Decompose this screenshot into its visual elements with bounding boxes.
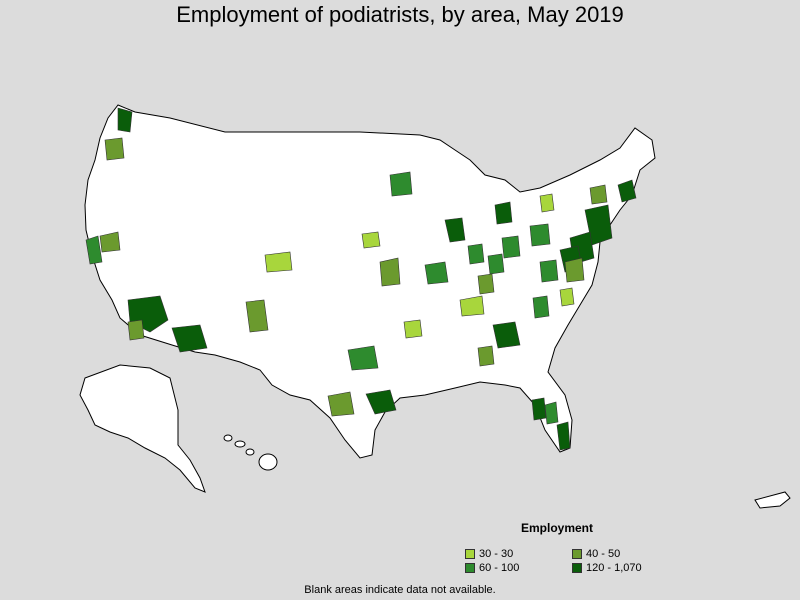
area-denver — [264, 251, 293, 273]
map-title: Employment of podiatrists, by area, May … — [176, 2, 624, 27]
legend-item-40-50: 40 - 50 — [572, 548, 620, 560]
area-hartford — [589, 184, 608, 205]
area-dallas — [347, 345, 379, 371]
legend-swatch — [572, 549, 582, 559]
legend-title: Employment — [521, 521, 594, 535]
area-richmond — [564, 257, 585, 283]
legend-label: 60 - 100 — [479, 562, 520, 574]
area-minneapolis — [389, 171, 413, 197]
area-sacramento — [99, 231, 121, 253]
legend-label: 40 - 50 — [586, 548, 621, 560]
area-albuquerque — [245, 299, 269, 333]
area-albany — [539, 193, 555, 213]
area-seattle — [117, 107, 133, 133]
area-little-rock — [403, 319, 423, 339]
puerto-rico — [754, 491, 791, 509]
area-charlotte — [532, 295, 550, 319]
area-san-francisco — [85, 235, 103, 265]
legend-item-120-1070: 120 - 1,070 — [572, 562, 642, 574]
area-orlando — [544, 401, 559, 425]
area-chicago — [444, 217, 466, 243]
area-raleigh — [559, 287, 575, 307]
area-boston — [617, 179, 637, 203]
area-tampa — [531, 397, 547, 421]
area-san-antonio — [327, 391, 355, 417]
area-des-moines — [361, 231, 381, 249]
area-birmingham — [477, 345, 495, 367]
contiguous-us — [84, 104, 656, 459]
area-kansas-city — [379, 257, 401, 287]
area-portland — [104, 137, 125, 161]
area-memphis — [459, 295, 485, 317]
footnote: Blank areas indicate data not available. — [304, 584, 496, 596]
area-houston — [365, 389, 397, 415]
legend-swatch — [465, 563, 475, 573]
alaska — [79, 364, 206, 493]
area-cincinnati — [487, 253, 505, 275]
legend-item-60-100: 60 - 100 — [465, 562, 519, 574]
area-st-louis — [424, 261, 449, 285]
legend-swatch — [572, 563, 582, 573]
area-phoenix — [171, 324, 208, 353]
area-nashville — [477, 273, 495, 295]
legend-item-30: 30 - 30 — [465, 548, 513, 560]
legend-swatch — [465, 549, 475, 559]
area-indianapolis — [467, 243, 485, 265]
legend-label: 30 - 30 — [479, 548, 514, 560]
area-atlanta — [492, 321, 521, 349]
area-columbus — [501, 235, 521, 259]
legend-label: 120 - 1,070 — [586, 562, 642, 574]
area-miami — [556, 421, 571, 451]
area-san-diego — [127, 319, 145, 341]
area-pittsburgh — [539, 259, 559, 283]
area-detroit — [494, 201, 513, 225]
area-cleveland — [529, 223, 551, 247]
hawaii — [223, 434, 278, 471]
